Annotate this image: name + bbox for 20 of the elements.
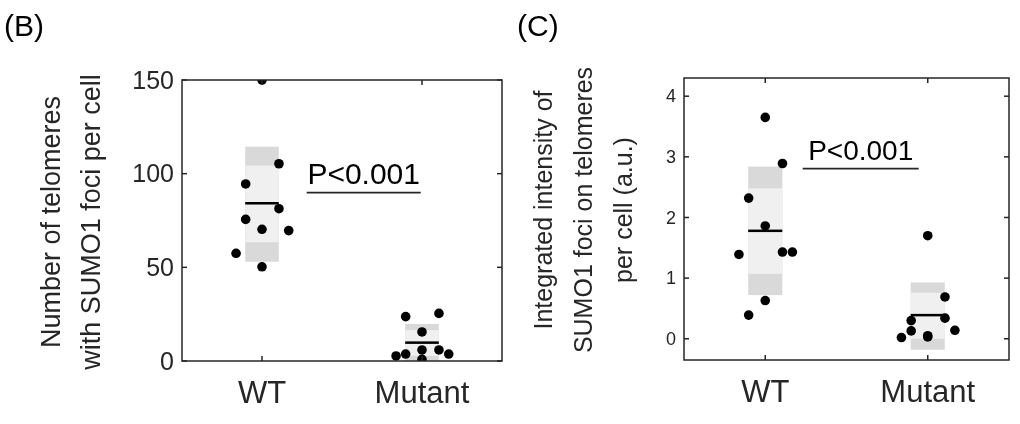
x-tick-label: Mutant — [880, 374, 976, 409]
chart-title: (B) — [4, 9, 44, 42]
y-tick-label: 0 — [665, 329, 676, 350]
y-tick-label: 100 — [132, 159, 174, 188]
annotation: P<0.001 — [307, 156, 420, 190]
bar — [748, 188, 783, 274]
y-tick-label: 4 — [665, 86, 676, 107]
y-tick-label: 150 — [132, 65, 174, 94]
y-axis-title: Integrated intensity of SUMO1 foci on telomeres per cell (a.u.) — [529, 66, 637, 354]
x-tick-label: WT — [237, 375, 287, 410]
y-tick-label: 3 — [665, 147, 676, 168]
y-tick-label: 2 — [665, 207, 676, 228]
y-tick-label: 50 — [146, 253, 174, 282]
annotation: P<0.001 — [808, 134, 914, 166]
chart-title: (C) — [517, 9, 559, 42]
x-tick-label: Mutant — [374, 375, 470, 410]
y-tick-label: 1 — [665, 268, 676, 289]
y-axis-title: Number of telomeres with SUMO1 foci per cell — [36, 74, 106, 371]
y-tick-label: 0 — [160, 346, 174, 375]
x-tick-label: WT — [741, 374, 790, 409]
